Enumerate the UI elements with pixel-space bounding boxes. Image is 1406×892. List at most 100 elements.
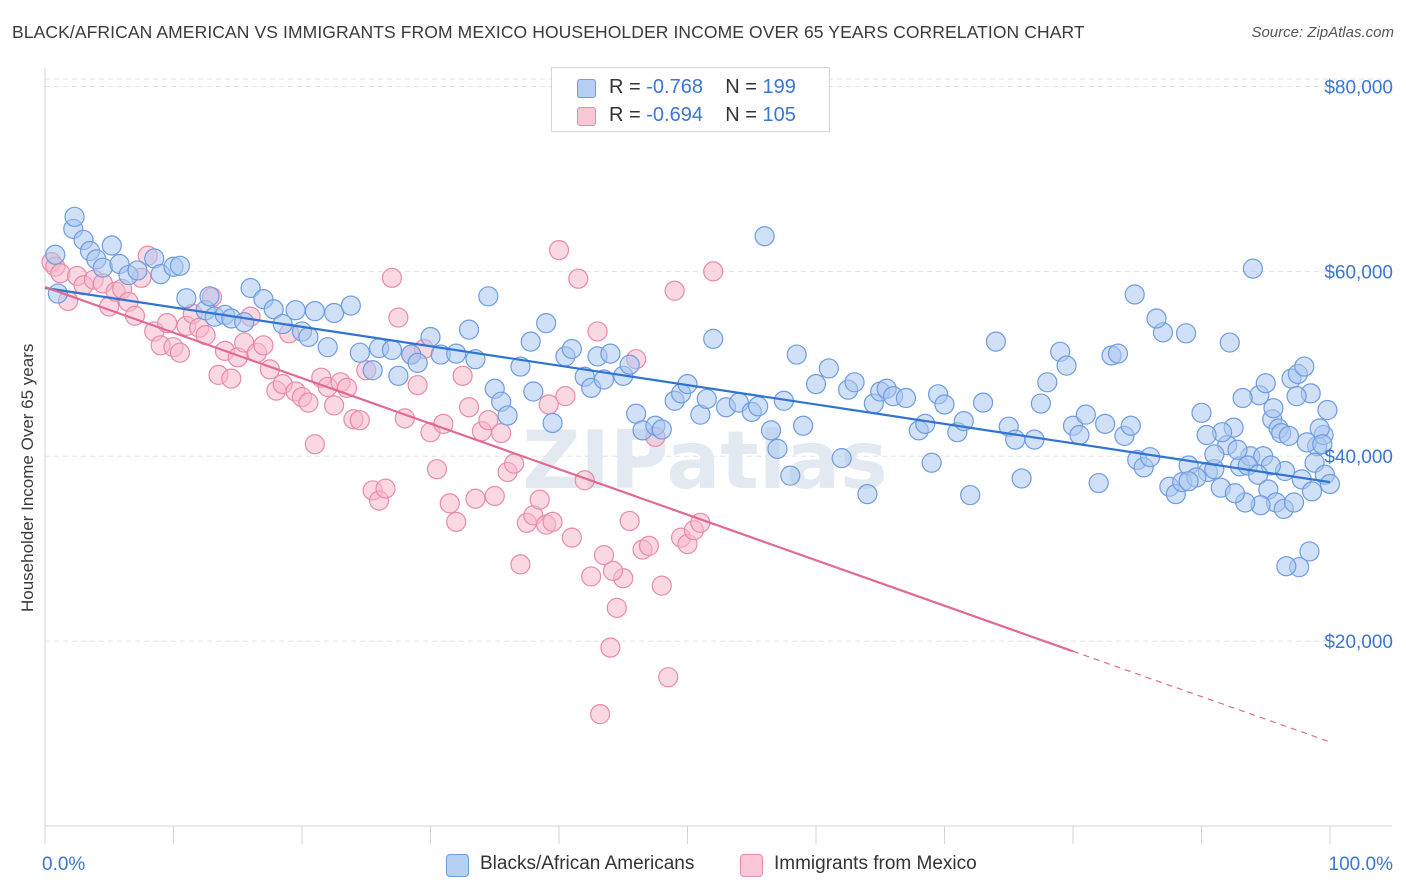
mexico-point [478, 410, 499, 431]
black-point [1242, 258, 1264, 279]
black-point [1030, 393, 1051, 414]
black-point [1286, 386, 1307, 407]
black-point [1283, 492, 1305, 513]
black-point [1196, 424, 1217, 446]
black-point [1276, 556, 1297, 577]
mexico-point [561, 527, 582, 548]
mexico-point [651, 575, 672, 596]
mexico-point [510, 554, 531, 575]
mexico-point [452, 365, 473, 386]
mexico-point [548, 240, 570, 261]
black-point [1317, 399, 1338, 421]
legend-r-label: R = [609, 76, 641, 98]
mexico-point [587, 321, 608, 342]
mexico-point [426, 459, 448, 480]
mexico-point [703, 261, 724, 282]
mexico-point [375, 478, 396, 499]
legend-r-value: -0.694 [646, 104, 703, 126]
black-point [176, 288, 197, 309]
black-point [420, 326, 441, 348]
mexico-point [388, 307, 409, 328]
mexico-point [381, 267, 403, 288]
legend-swatch-black [577, 79, 596, 98]
mexico-point [484, 485, 505, 507]
black-point [1037, 372, 1058, 393]
legend-text-mexico: R = -0.694 N = 105 [609, 104, 796, 127]
black-point [1191, 402, 1212, 423]
black-point [1178, 471, 1199, 492]
black-point [1139, 447, 1161, 468]
black-point [1146, 308, 1167, 329]
x-tick-label-min: 0.0% [42, 854, 85, 875]
black-point [844, 372, 865, 393]
legend-n-label: N = [725, 76, 757, 98]
black-point [857, 484, 878, 505]
black-point [64, 206, 85, 227]
mexico-point [491, 423, 512, 444]
mexico-point [465, 488, 486, 509]
black-point [1301, 481, 1323, 502]
black-point [1056, 355, 1077, 376]
black-point [381, 339, 403, 361]
black-point [619, 354, 640, 375]
y-tick-label: $80,000 [1324, 77, 1393, 98]
black-point [199, 286, 220, 307]
black-point [1124, 284, 1145, 305]
mexico-trend-extension [1072, 650, 1331, 743]
black-point [767, 438, 788, 459]
bottom-legend-label-mexico: Immigrants from Mexico [774, 853, 977, 874]
black-point [921, 452, 942, 473]
black-point [696, 388, 717, 410]
black-point [101, 235, 122, 256]
legend-swatch-mexico [577, 107, 596, 126]
mexico-point [619, 510, 640, 532]
black-point [593, 369, 615, 390]
black-points [45, 206, 1341, 578]
mexico-point [439, 493, 460, 514]
mexico-point [602, 560, 624, 581]
mexico-point [50, 263, 71, 284]
black-point [240, 277, 261, 299]
black-point [1224, 483, 1246, 504]
mexico-point [606, 597, 627, 618]
black-point [748, 396, 769, 417]
black-point [285, 300, 306, 321]
legend-r-value: -0.768 [646, 76, 703, 98]
black-point [388, 365, 409, 386]
mexico-point [304, 434, 325, 455]
black-point [793, 415, 814, 436]
y-axis-title: Householder Income Over 65 years [18, 343, 37, 612]
legend-text-black: R = -0.768 N = 199 [609, 76, 796, 99]
black-point [1263, 398, 1284, 419]
black-point [497, 405, 518, 426]
legend-n-value: 105 [762, 104, 796, 126]
black-point [780, 465, 801, 486]
y-tick-label: $60,000 [1324, 262, 1393, 283]
mexico-point [349, 410, 370, 431]
legend-row-black: R = -0.768 N = 199 [552, 73, 829, 101]
black-point [234, 312, 255, 333]
bottom-legend-black: Blacks/African Americans [446, 853, 726, 877]
axes [44, 68, 1392, 844]
black-point [895, 387, 917, 409]
mexico-point [590, 704, 611, 725]
black-point [45, 244, 66, 265]
bottom-legend-label-black: Blacks/African Americans [480, 853, 695, 874]
chart-title: BLACK/AFRICAN AMERICAN VS IMMIGRANTS FRO… [12, 22, 1085, 42]
bottom-legend-swatch-mexico [740, 854, 763, 877]
mexico-point [600, 637, 621, 658]
watermark: ZIPatlas [522, 414, 888, 507]
black-point [754, 226, 775, 247]
mexico-point [555, 386, 576, 407]
mexico-point [581, 566, 602, 587]
black-point [349, 342, 370, 363]
black-point [1088, 472, 1109, 494]
black-point [760, 420, 782, 441]
black-point [298, 326, 319, 348]
black-point [510, 356, 531, 377]
black-point [934, 394, 955, 415]
mexico-point [221, 368, 242, 389]
black-point [1299, 541, 1320, 562]
black-point [458, 319, 480, 340]
